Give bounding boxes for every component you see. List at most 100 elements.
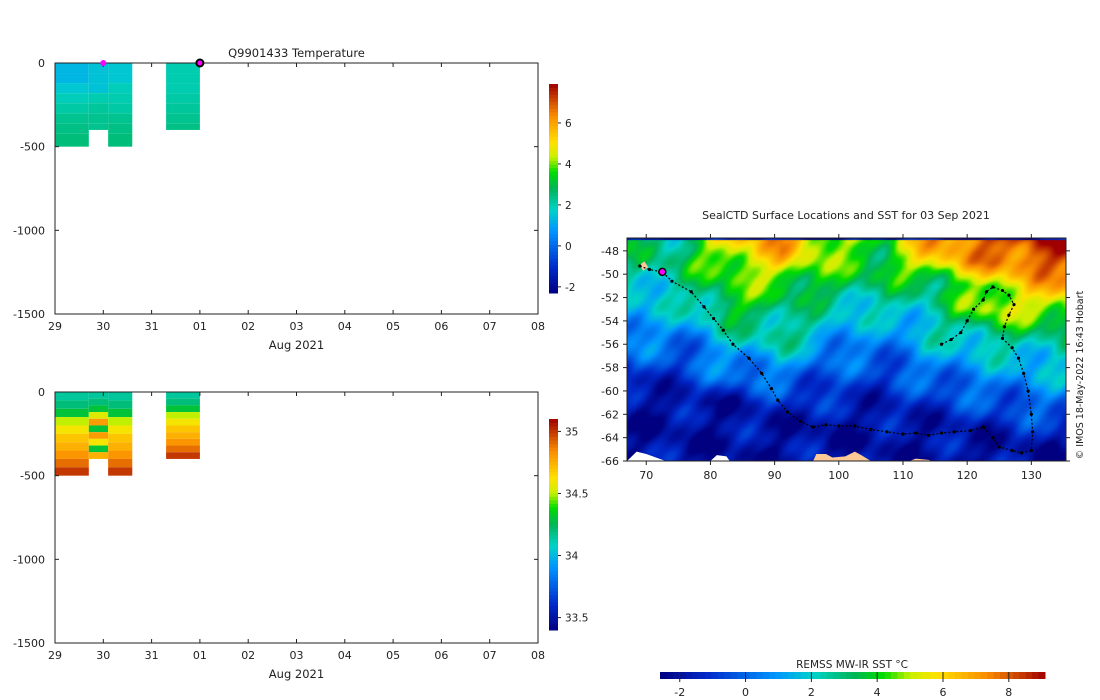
colorbar-segment — [549, 97, 558, 102]
x-tick-label: 07 — [483, 320, 497, 333]
colorbar-segment — [858, 672, 866, 679]
profile-cell — [108, 73, 133, 84]
colorbar-segment — [549, 545, 558, 550]
profile-cell — [166, 432, 200, 439]
x-tick-label: 01 — [193, 320, 207, 333]
profile-cell — [88, 392, 109, 399]
colorbar-segment — [871, 672, 879, 679]
y-tick-label: -500 — [20, 470, 45, 483]
x-tick-label: 05 — [386, 320, 400, 333]
seal-track — [639, 265, 1034, 454]
x-tick-label: 30 — [96, 649, 110, 662]
profile-cell — [166, 405, 200, 413]
colorbar-tick-label: 34.5 — [565, 488, 588, 500]
colorbar-segment — [549, 549, 558, 554]
profile-cell — [108, 442, 133, 451]
colorbar — [549, 419, 561, 631]
colorbar-segment — [549, 626, 558, 631]
profile-cell — [108, 93, 133, 104]
colorbar-segment — [549, 454, 558, 459]
colorbar-segment — [549, 139, 558, 144]
colorbar-segment — [549, 240, 558, 245]
colorbar-segment — [724, 672, 732, 679]
colorbar-segment — [1000, 672, 1007, 679]
colorbar-tick-label: 0 — [742, 686, 749, 699]
colorbar-segment — [865, 672, 873, 679]
section-plot-0 — [54, 58, 539, 315]
colorbar-segment — [549, 237, 558, 242]
profile-cell — [166, 412, 200, 419]
map-frame — [626, 237, 1067, 462]
colorbar-segment — [549, 513, 558, 518]
profile-cell — [88, 405, 109, 413]
colorbar-segment — [685, 672, 693, 679]
lon-tick-label: 120 — [957, 469, 978, 482]
lat-tick-label: -54 — [601, 315, 619, 328]
colorbar-segment — [549, 157, 558, 162]
colorbar-segment — [549, 492, 558, 497]
colorbar-segment — [549, 101, 558, 106]
colorbar-segment — [549, 531, 558, 536]
land-ice-patch — [813, 451, 871, 461]
profile-cell — [108, 458, 133, 468]
profile-cell — [166, 103, 200, 114]
profile-cell — [108, 450, 133, 459]
x-tick-label: 29 — [48, 649, 62, 662]
profile-cell — [88, 398, 109, 406]
land-ice-patch — [627, 451, 666, 461]
colorbar-segment — [549, 605, 558, 610]
lat-tick-label: -64 — [601, 432, 619, 445]
colorbar-segment — [549, 506, 558, 511]
profile-cell — [166, 63, 200, 74]
colorbar-segment — [549, 584, 558, 589]
current-location-marker — [658, 267, 667, 277]
colorbar-segment — [549, 615, 558, 620]
colorbar-segment — [549, 268, 558, 273]
colorbar-segment — [549, 475, 558, 480]
colorbar-segment — [549, 594, 558, 599]
colorbar-segment — [1012, 672, 1020, 679]
colorbar-segment — [961, 672, 969, 679]
track-point — [811, 425, 815, 429]
sst-field-map — [627, 238, 1066, 461]
colorbar-segment — [549, 223, 558, 228]
colorbar-tick-label: 33.5 — [565, 613, 588, 625]
profile-cell — [108, 113, 133, 124]
profile-cell — [108, 408, 133, 418]
colorbar-segment — [549, 272, 558, 277]
lon-tick-label: 130 — [1021, 469, 1042, 482]
profile-cell — [166, 93, 200, 104]
colorbar-segment — [549, 205, 558, 210]
profile-cell — [166, 418, 200, 426]
colorbar-segment — [549, 282, 558, 287]
colorbar-segment — [549, 471, 558, 476]
colorbar-segment — [549, 556, 558, 561]
track-point — [1029, 412, 1033, 416]
sst-colorbar — [660, 672, 1046, 682]
colorbar-segment — [549, 577, 558, 582]
x-tick-label: 06 — [434, 649, 448, 662]
colorbar-segment — [549, 563, 558, 568]
x-tick-label: 08 — [531, 649, 545, 662]
profile-cell — [108, 400, 133, 409]
colorbar-segment — [549, 601, 558, 606]
profile-cell — [55, 433, 89, 443]
colorbar-segment — [1025, 672, 1033, 679]
colorbar-segment — [549, 226, 558, 231]
sst-map — [623, 234, 1070, 465]
profile-cell — [55, 400, 89, 409]
land-ice-patch — [639, 261, 649, 271]
profile-cell — [166, 425, 200, 433]
colorbar-segment — [549, 580, 558, 585]
colorbar-segment — [549, 202, 558, 207]
colorbar-segment — [775, 672, 783, 679]
colorbar-segment — [549, 619, 558, 624]
profile-cell — [55, 458, 89, 468]
colorbar-segment — [549, 517, 558, 522]
x-tick-label: 31 — [145, 320, 159, 333]
profile-cell — [55, 123, 89, 134]
colorbar-segment — [974, 672, 982, 679]
colorbar-segment — [549, 111, 558, 116]
profile-cell — [88, 123, 109, 130]
lat-tick-label: -62 — [601, 408, 619, 421]
